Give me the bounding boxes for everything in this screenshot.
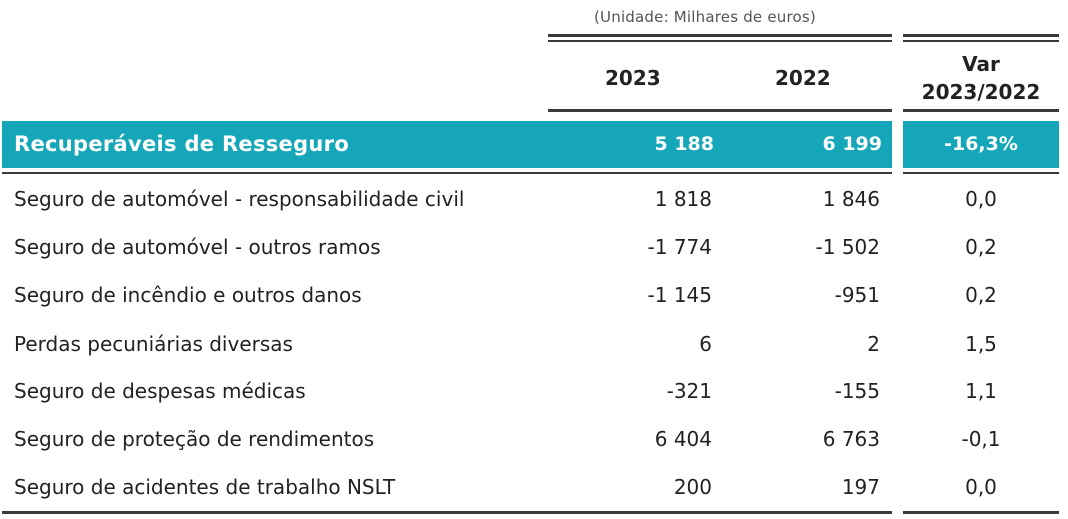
bottom-rule: [2, 511, 892, 514]
highlight-2022: 6 199: [822, 133, 883, 155]
row-label: Seguro de proteção de rendimentos: [14, 427, 375, 451]
row-label: Seguro de incêndio e outros danos: [14, 283, 362, 307]
row-label: Seguro de acidentes de trabalho NSLT: [14, 475, 396, 499]
highlight-2023: 5 188: [654, 133, 715, 155]
row-2022: 6 763: [822, 427, 880, 451]
row-2023: -1 774: [647, 235, 712, 259]
table-row: Seguro de automóvel - outros ramos -1 77…: [0, 223, 1068, 272]
highlight-bottom-rule: [2, 172, 892, 174]
row-var: -0,1: [961, 427, 1001, 451]
row-var: 1,1: [965, 379, 997, 403]
header-rule-var: [903, 109, 1059, 112]
row-2022: -1 502: [815, 235, 880, 259]
header-var-line2: 2023/2022: [921, 80, 1041, 104]
bottom-rule-var: [903, 511, 1059, 514]
row-label: Seguro de automóvel - outros ramos: [14, 235, 381, 259]
row-var: 0,2: [965, 235, 997, 259]
table-row: Seguro de acidentes de trabalho NSLT 200…: [0, 463, 1068, 512]
table-row: Seguro de proteção de rendimentos 6 404 …: [0, 415, 1068, 464]
row-2022: 1 846: [822, 187, 880, 211]
highlight-var-cell: -16,3%: [903, 121, 1059, 168]
row-2023: 1 818: [654, 187, 712, 211]
row-2022: 2: [867, 332, 880, 356]
row-label: Seguro de automóvel - responsabilidade c…: [14, 187, 465, 211]
row-2023: 6 404: [654, 427, 712, 451]
row-2023: -1 145: [647, 283, 712, 307]
unit-note: (Unidade: Milhares de euros): [594, 8, 816, 26]
table-row: Seguro de incêndio e outros danos -1 145…: [0, 271, 1068, 320]
row-label: Perdas pecuniárias diversas: [14, 332, 293, 356]
table-row: Seguro de despesas médicas -321 -155 1,1: [0, 367, 1068, 416]
row-2022: -155: [834, 379, 880, 403]
highlight-var: -16,3%: [944, 133, 1018, 155]
row-2022: 197: [841, 475, 880, 499]
row-2023: -321: [666, 379, 712, 403]
row-var: 1,5: [965, 332, 997, 356]
top-rule-var: [903, 34, 1059, 37]
row-2023: 6: [699, 332, 712, 356]
row-label: Seguro de despesas médicas: [14, 379, 306, 403]
row-var: 0,0: [965, 187, 997, 211]
row-var: 0,2: [965, 283, 997, 307]
header-2023: 2023: [605, 66, 661, 90]
row-2023: 200: [673, 475, 712, 499]
row-var: 0,0: [965, 475, 997, 499]
table-row: Seguro de automóvel - responsabilidade c…: [0, 175, 1068, 224]
highlight-bottom-rule-var: [903, 172, 1059, 174]
highlight-label: Recuperáveis de Resseguro: [14, 132, 350, 156]
header-rule-values: [548, 109, 892, 112]
highlight-row: Recuperáveis de Resseguro 5 188 6 199: [2, 121, 892, 168]
row-2022: -951: [834, 283, 880, 307]
table-row: Perdas pecuniárias diversas 6 2 1,5: [0, 320, 1068, 369]
header-2022: 2022: [775, 66, 831, 90]
top-rule-values: [548, 34, 892, 37]
header-var-line1: Var: [962, 52, 1000, 76]
top-rule-values-thin: [548, 40, 892, 42]
top-rule-var-thin: [903, 40, 1059, 42]
